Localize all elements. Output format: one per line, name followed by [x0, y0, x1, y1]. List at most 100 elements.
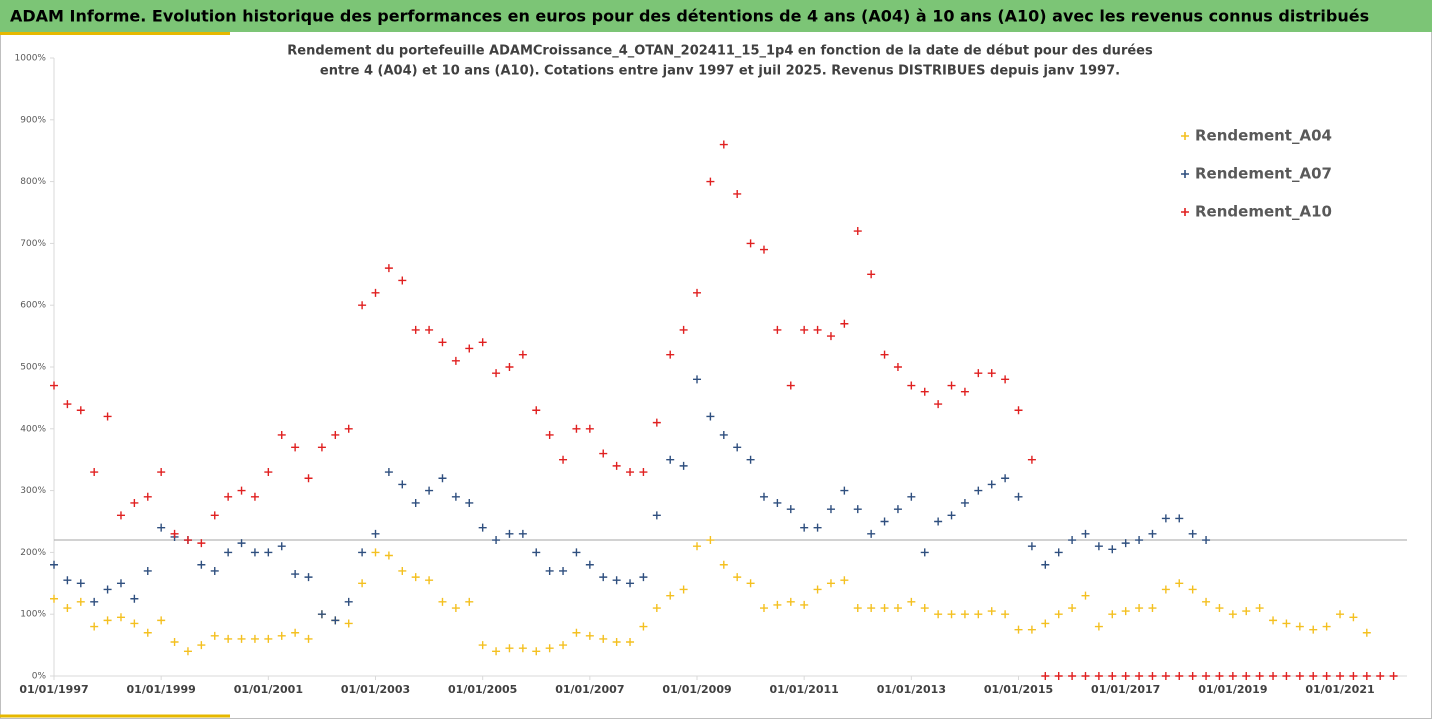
data-point	[1175, 672, 1184, 680]
data-point	[291, 570, 300, 579]
data-point	[1027, 542, 1036, 551]
y-tick-label: 400%	[20, 424, 46, 434]
data-point	[1188, 529, 1197, 538]
data-point	[451, 492, 460, 501]
data-point	[759, 604, 768, 613]
data-point	[1108, 610, 1117, 619]
data-point	[1322, 622, 1331, 631]
data-point	[1135, 536, 1144, 545]
data-point	[1081, 529, 1090, 538]
data-point	[679, 325, 688, 334]
data-point	[840, 576, 849, 585]
data-point	[1121, 672, 1130, 680]
data-point	[76, 597, 85, 606]
data-point	[398, 566, 407, 575]
data-point	[1041, 560, 1050, 569]
data-point	[639, 573, 648, 582]
data-point	[800, 600, 809, 609]
data-point	[438, 474, 447, 483]
data-point	[773, 325, 782, 334]
data-point	[76, 406, 85, 415]
data-point	[960, 387, 969, 396]
data-point	[786, 381, 795, 390]
data-point	[331, 430, 340, 439]
data-point	[893, 505, 902, 514]
data-point	[518, 644, 527, 653]
data-point	[1135, 672, 1144, 680]
data-point	[277, 430, 286, 439]
data-point	[746, 239, 755, 248]
data-point	[317, 610, 326, 619]
data-point	[518, 350, 527, 359]
data-point	[130, 619, 139, 628]
data-point	[706, 412, 715, 421]
data-point	[813, 585, 822, 594]
data-point	[545, 644, 554, 653]
data-point	[934, 610, 943, 619]
x-tick-label: 01/01/1997	[19, 683, 88, 696]
data-point	[237, 634, 246, 643]
data-point	[451, 356, 460, 365]
data-point	[224, 492, 233, 501]
data-point	[1202, 672, 1211, 680]
data-point	[532, 647, 541, 656]
data-point	[50, 381, 58, 390]
data-point	[1094, 672, 1103, 680]
data-point	[478, 338, 487, 347]
data-point	[733, 573, 742, 582]
x-tick-label: 01/01/2009	[662, 683, 731, 696]
data-point	[277, 631, 286, 640]
data-point	[63, 604, 72, 613]
data-point	[478, 641, 487, 650]
data-point	[867, 270, 876, 279]
data-point	[1389, 672, 1398, 680]
data-point	[116, 511, 125, 520]
data-point	[719, 560, 728, 569]
data-point	[893, 604, 902, 613]
data-point	[719, 140, 728, 149]
data-point	[626, 468, 635, 477]
data-point	[143, 492, 152, 501]
data-point	[987, 369, 996, 378]
data-point	[451, 604, 460, 613]
data-point	[358, 548, 367, 557]
data-point	[1282, 672, 1291, 680]
data-point	[947, 610, 956, 619]
data-point	[719, 430, 728, 439]
data-point	[1108, 545, 1117, 554]
data-point	[371, 529, 380, 538]
data-point	[438, 338, 447, 347]
data-point	[532, 406, 541, 415]
data-point	[291, 443, 300, 452]
data-point	[304, 474, 313, 483]
data-point	[1336, 672, 1345, 680]
y-tick-label: 600%	[20, 301, 46, 311]
data-point	[438, 597, 447, 606]
data-point	[1094, 622, 1103, 631]
data-point	[826, 579, 835, 588]
data-point	[1228, 610, 1237, 619]
y-tick-label: 1000%	[15, 54, 47, 64]
data-point	[1041, 672, 1050, 680]
data-point	[612, 638, 621, 647]
data-point	[304, 634, 313, 643]
data-point	[559, 641, 568, 650]
data-point	[693, 542, 702, 551]
data-point	[384, 264, 393, 273]
data-point	[250, 492, 259, 501]
x-tick-label: 01/01/2015	[984, 683, 1053, 696]
data-point	[880, 517, 889, 526]
data-point	[1081, 591, 1090, 600]
data-point	[90, 468, 99, 477]
y-tick-label: 0%	[32, 672, 47, 682]
data-point	[1081, 672, 1090, 680]
data-point	[907, 492, 916, 501]
data-point	[1148, 529, 1157, 538]
data-point	[1269, 616, 1278, 625]
data-point	[103, 616, 112, 625]
data-point	[572, 628, 581, 637]
data-point	[545, 566, 554, 575]
y-tick-label: 200%	[20, 548, 46, 558]
data-point	[626, 638, 635, 647]
